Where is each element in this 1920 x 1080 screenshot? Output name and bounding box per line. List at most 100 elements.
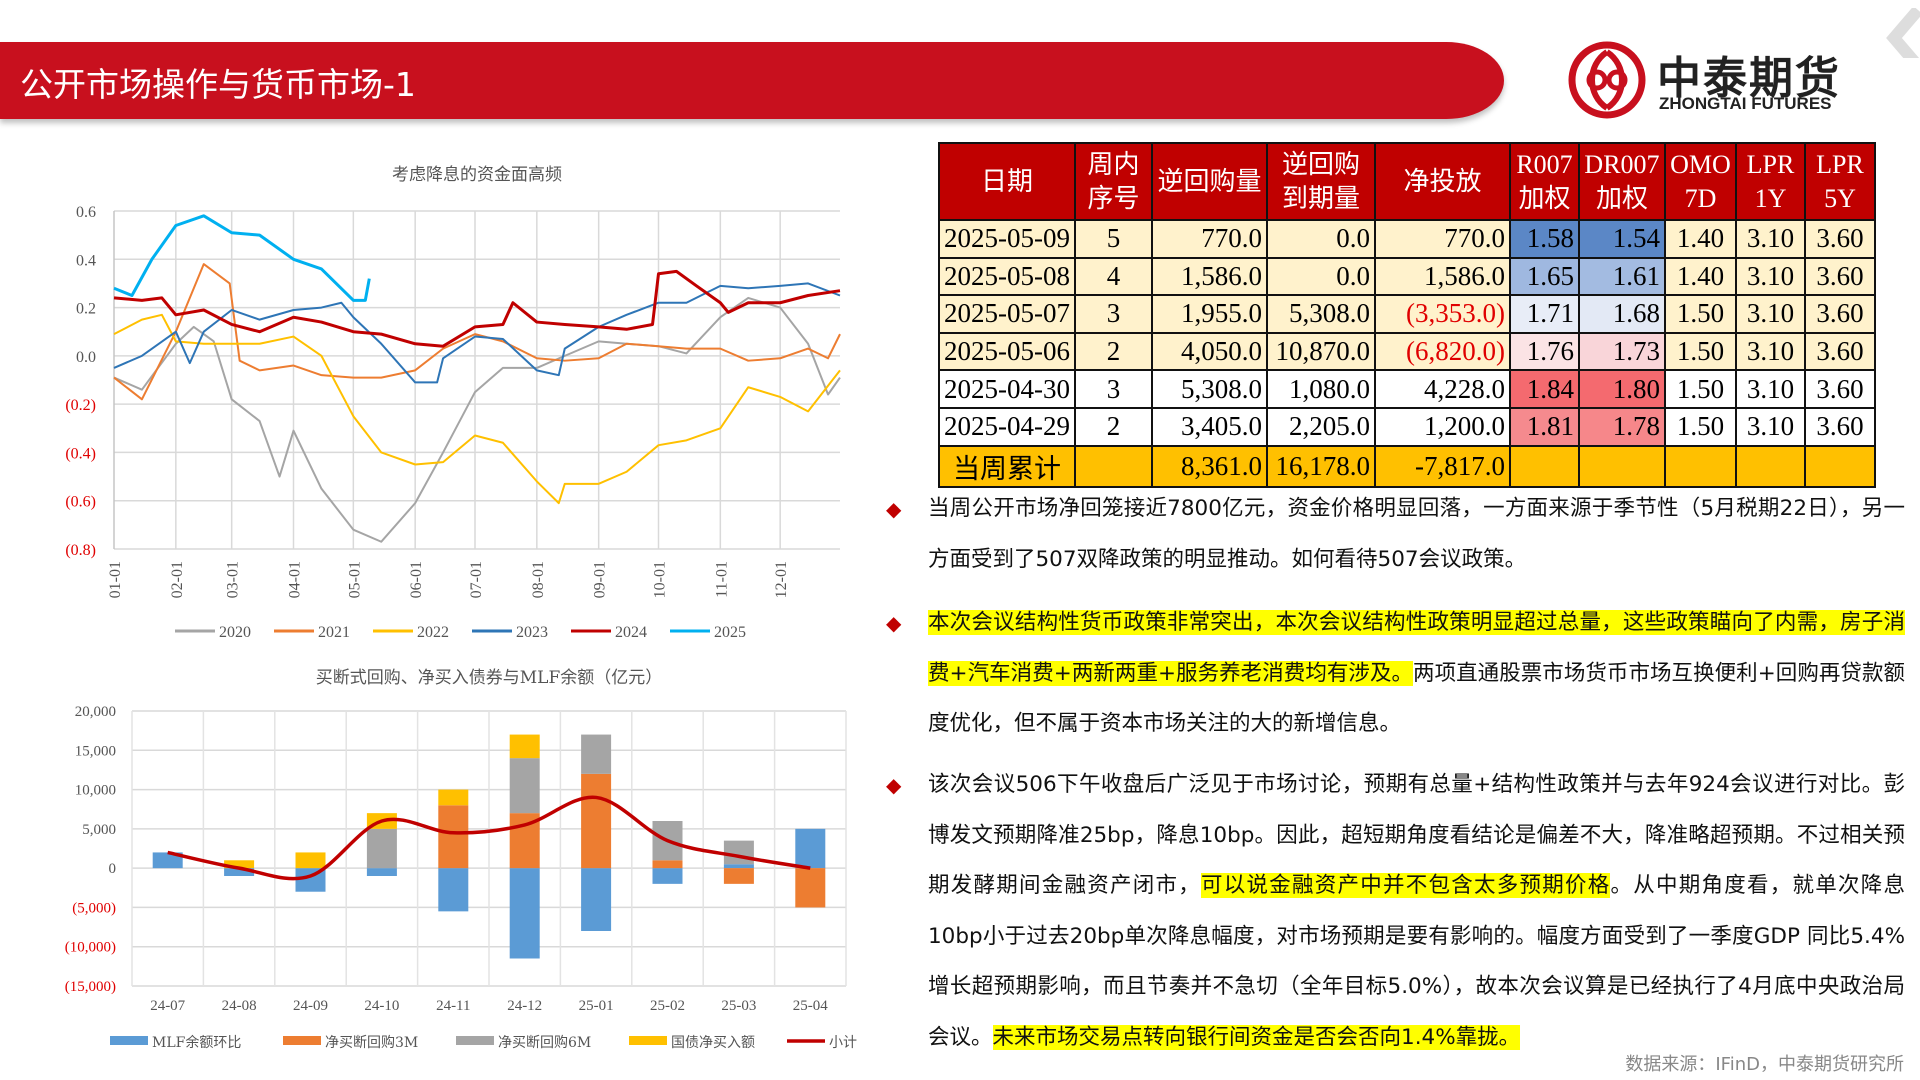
legend-label: 净买断回购6M xyxy=(498,1035,591,1051)
bar-国债净买入额 xyxy=(438,789,469,806)
cell-lpr5: 3.60 xyxy=(1803,256,1876,297)
chart2-title: 买断式回购、净买入债券与MLF余额（亿元） xyxy=(315,668,663,688)
bar-净买断回购3M xyxy=(795,868,826,908)
column-header: 周内 序号 xyxy=(1073,142,1153,221)
cell-net: 1,200.0 xyxy=(1373,406,1511,447)
bar-净买断回购6M xyxy=(723,840,754,865)
cell-net: (3,353.0) xyxy=(1373,294,1511,334)
cell-date: 2025-05-09 xyxy=(938,219,1076,259)
cell-omo: 1.40 xyxy=(1663,256,1737,297)
total-cell: -7,817.0 xyxy=(1373,444,1511,488)
cell-lpr5: 3.60 xyxy=(1803,369,1876,409)
column-header: DR007 加权 xyxy=(1577,142,1666,221)
cell-rr: 5,308.0 xyxy=(1150,369,1268,409)
logo-text-en: ZHONGTAI FUTURES xyxy=(1659,94,1832,113)
total-cell: 当周累计 xyxy=(938,444,1076,488)
title-banner: 公开市场操作与货币市场-1 xyxy=(0,42,1504,119)
bar-国债净买入额 xyxy=(224,860,255,869)
x-tick-label: 25-02 xyxy=(650,998,685,1014)
paragraph-text: 该次会议506下午收盘后广泛见于市场讨论，预期有总量+结构性政策并与去年924会… xyxy=(928,772,1905,898)
cell-seq: 5 xyxy=(1073,219,1153,259)
y-tick-label: 0.0 xyxy=(76,349,96,366)
cell-omo: 1.40 xyxy=(1663,219,1737,259)
data-source: 数据来源：IFinD，中泰期货研究所 xyxy=(1625,1054,1904,1075)
analysis-paragraph: 本次会议结构性货币政策非常突出，本次会议结构性政策明显超过总量，这些政策瞄向了内… xyxy=(928,598,1905,750)
total-cell: 8,361.0 xyxy=(1150,444,1268,488)
column-header: LPR 1Y xyxy=(1734,142,1806,221)
x-tick-label: 06-01 xyxy=(408,561,425,598)
cell-lpr5: 3.60 xyxy=(1803,294,1876,334)
x-tick-label: 24-11 xyxy=(436,998,470,1014)
cell-omo: 1.50 xyxy=(1663,331,1737,372)
bar-MLF余额环比 xyxy=(509,868,540,959)
bar-净买断回购3M xyxy=(652,860,683,869)
column-header-line: 到期量 xyxy=(1281,183,1360,213)
cell-net: (6,820.0) xyxy=(1373,331,1511,372)
cell-lpr5: 3.60 xyxy=(1803,219,1876,259)
legend-label: 2025 xyxy=(714,624,746,641)
column-header-line: 逆回购 xyxy=(1281,149,1360,179)
cell-lpr1: 3.10 xyxy=(1734,369,1806,409)
cell-r007: 1.65 xyxy=(1508,256,1580,297)
cell-date: 2025-05-06 xyxy=(938,331,1076,372)
column-header-line: 逆回购量 xyxy=(1157,166,1262,196)
legend-label: 2022 xyxy=(417,624,449,641)
cell-rr: 3,405.0 xyxy=(1150,406,1268,447)
cell-date: 2025-04-30 xyxy=(938,369,1076,409)
corner-chevron-icon xyxy=(1886,8,1920,58)
y-tick-label: (0.2) xyxy=(65,397,96,414)
cell-seq: 4 xyxy=(1073,256,1153,297)
total-cell xyxy=(1734,444,1806,488)
x-tick-label: 02-01 xyxy=(169,561,186,598)
x-tick-label: 24-10 xyxy=(364,998,399,1014)
cell-lpr1: 3.10 xyxy=(1734,219,1806,259)
cell-rr: 4,050.0 xyxy=(1150,331,1268,372)
cell-mat: 1,080.0 xyxy=(1265,369,1376,409)
cell-date: 2025-05-07 xyxy=(938,294,1076,334)
legend-label: MLF余额环比 xyxy=(152,1034,241,1051)
y-tick-label: 0.2 xyxy=(76,301,96,318)
x-tick-label: 08-01 xyxy=(530,561,547,598)
legend-label: 2021 xyxy=(318,624,350,641)
cell-date: 2025-04-29 xyxy=(938,406,1076,447)
table-row: 2025-05-08 4 1,586.0 0.0 1,586.0 1.65 1.61 1.40… xyxy=(938,256,1876,297)
column-header: OMO 7D xyxy=(1663,142,1737,221)
logo-emblem-icon xyxy=(1568,41,1646,119)
column-header: 逆回购量 xyxy=(1150,142,1268,221)
column-header-line: DR007 xyxy=(1584,149,1660,179)
cell-net: 770.0 xyxy=(1373,219,1511,259)
cell-seq: 2 xyxy=(1073,406,1153,447)
x-tick-label: 09-01 xyxy=(592,561,609,598)
bar-净买断回购3M xyxy=(581,773,612,869)
total-cell xyxy=(1073,444,1153,488)
table-total-row: 当周累计 8,361.0 16,178.0 -7,817.0 xyxy=(938,444,1876,488)
legend-swatch xyxy=(110,1036,148,1045)
legend-swatch xyxy=(629,1036,667,1045)
cell-date: 2025-05-08 xyxy=(938,256,1076,297)
x-tick-label: 07-01 xyxy=(468,561,485,598)
cell-rr: 1,586.0 xyxy=(1150,256,1268,297)
x-tick-label: 05-01 xyxy=(346,561,363,598)
series-line-2025 xyxy=(113,214,371,302)
cell-lpr1: 3.10 xyxy=(1734,256,1806,297)
y-tick-label: (15,000) xyxy=(65,979,116,995)
y-tick-label: 10,000 xyxy=(75,783,116,799)
x-tick-label: 12-01 xyxy=(773,561,790,598)
total-cell xyxy=(1577,444,1666,488)
highlighted-text: 可以说金融资产中并不包含太多预期价格 xyxy=(1201,873,1611,898)
y-tick-label: 0.4 xyxy=(76,252,96,269)
bar-MLF余额环比 xyxy=(652,868,683,884)
cell-dr007: 1.61 xyxy=(1577,256,1666,297)
bar-净买断回购3M xyxy=(438,805,469,869)
bar-净买断回购6M xyxy=(366,828,397,869)
cell-seq: 3 xyxy=(1073,369,1153,409)
bar-净买断回购6M xyxy=(509,758,540,814)
cell-omo: 1.50 xyxy=(1663,406,1737,447)
series-line-2024 xyxy=(113,269,841,348)
x-tick-label: 03-01 xyxy=(225,561,242,598)
table-header-row: 日期 周内 序号 逆回购量 逆回购 到期量 净投放 R007 加权 DR007 加权 OMO 7D LPR… xyxy=(938,142,1876,221)
x-tick-label: 25-01 xyxy=(579,998,614,1014)
column-header-line: LPR xyxy=(1746,149,1795,179)
cell-r007: 1.76 xyxy=(1508,331,1580,372)
cell-net: 1,586.0 xyxy=(1373,256,1511,297)
